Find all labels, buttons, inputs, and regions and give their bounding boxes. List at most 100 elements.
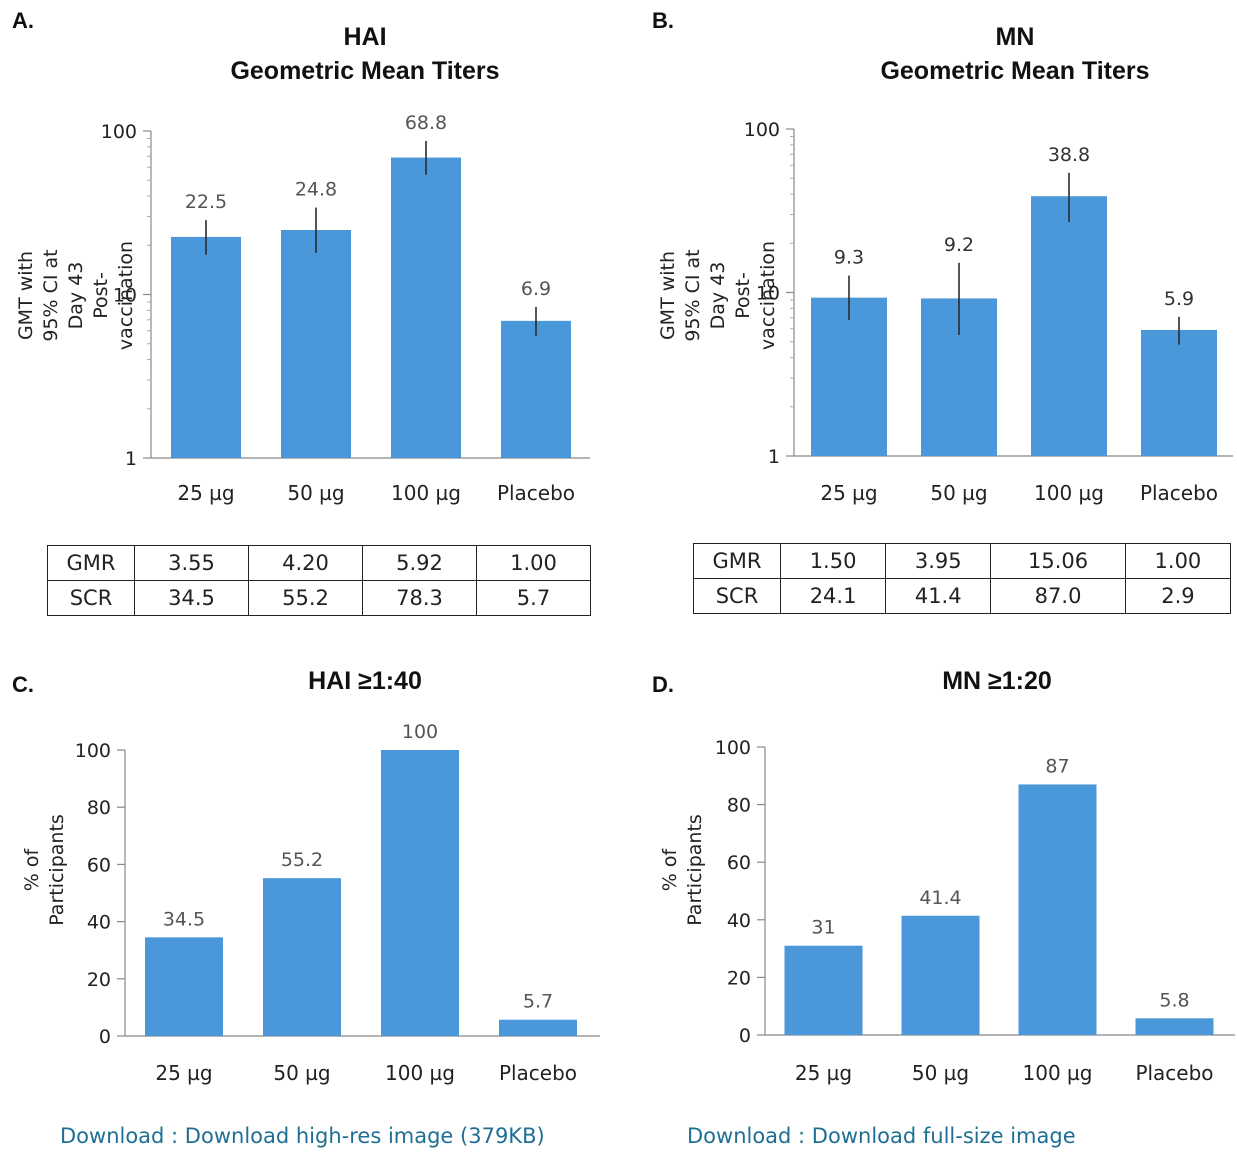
- x-tick-label: 50 µg: [273, 1061, 330, 1085]
- data-label: 9.2: [944, 234, 974, 256]
- panel-b-title: MN Geometric Mean Titers: [800, 20, 1230, 88]
- table-cell: 41.4: [885, 578, 992, 614]
- data-label: 5.9: [1164, 288, 1194, 310]
- table-cell: 5.7: [476, 580, 591, 616]
- bar: [1031, 196, 1107, 456]
- panel-b-stats-table: GMR 1.50 3.95 15.06 1.00 SCR 24.1 41.4 87.0 2.9: [693, 543, 1232, 614]
- download-full-size-link[interactable]: Download : Download full-size image: [687, 1124, 1076, 1148]
- data-label: 5.7: [523, 991, 553, 1013]
- panel-d-letter: D.: [652, 672, 674, 697]
- data-label: 41.4: [919, 887, 961, 909]
- data-label: 24.8: [295, 179, 337, 201]
- download-high-res-link[interactable]: Download : Download high-res image (379K…: [60, 1124, 545, 1148]
- x-tick-label: 100 µg: [391, 481, 461, 505]
- table-row: GMR 1.50 3.95 15.06 1.00: [693, 543, 1232, 579]
- data-label: 22.5: [185, 191, 227, 213]
- y-tick-label: 100: [744, 119, 780, 141]
- panel-b-title-line1: MN: [995, 23, 1035, 51]
- table-row-header: SCR: [47, 580, 135, 616]
- panel-a-stats-table: GMR 3.55 4.20 5.92 1.00 SCR 34.5 55.2 78.3 5.7: [47, 545, 591, 616]
- y-tick-label: 60: [727, 852, 751, 874]
- table-cell: 3.55: [134, 545, 249, 581]
- panel-b-title-line2: Geometric Mean Titers: [880, 57, 1150, 85]
- bar: [145, 937, 223, 1036]
- bar: [1135, 1018, 1214, 1035]
- y-tick-label: 100: [715, 737, 751, 759]
- y-tick-label: 100: [75, 740, 111, 762]
- y-tick-label: 80: [727, 795, 751, 817]
- bar: [901, 915, 980, 1035]
- bar: [1141, 329, 1217, 456]
- x-tick-label: Placebo: [1140, 481, 1218, 505]
- bar: [1018, 784, 1097, 1035]
- panel-c-title: HAI ≥1:40: [308, 667, 422, 695]
- data-label: 34.5: [163, 908, 205, 930]
- panel-a-title-line2: Geometric Mean Titers: [230, 57, 500, 85]
- y-tick-label: 20: [87, 969, 111, 991]
- y-tick-label: 10: [756, 283, 780, 305]
- panel-a-title: HAI Geometric Mean Titers: [150, 20, 580, 88]
- table-cell: 5.92: [362, 545, 477, 581]
- bar: [171, 236, 241, 458]
- y-tick-label: 100: [101, 121, 137, 143]
- data-label: 100: [402, 721, 438, 743]
- x-tick-label: 100 µg: [1023, 1061, 1093, 1085]
- y-tick-label: 1: [768, 446, 780, 468]
- bar: [381, 750, 459, 1036]
- data-label: 6.9: [521, 278, 551, 300]
- data-label: 31: [811, 917, 835, 939]
- data-label: 55.2: [281, 849, 323, 871]
- table-cell: 87.0: [990, 578, 1126, 614]
- table-cell: 3.95: [885, 543, 992, 579]
- x-tick-label: Placebo: [1135, 1061, 1213, 1085]
- data-label: 68.8: [405, 112, 447, 134]
- bar: [811, 297, 887, 456]
- panel-a-letter: A.: [12, 8, 34, 33]
- y-tick-label: 0: [739, 1025, 751, 1047]
- x-tick-label: 50 µg: [930, 481, 987, 505]
- y-tick-label: 40: [727, 910, 751, 932]
- y-tick-label: 40: [87, 912, 111, 934]
- table-cell: 2.9: [1124, 578, 1232, 614]
- y-tick-label: 60: [87, 854, 111, 876]
- x-tick-label: 25 µg: [177, 481, 234, 505]
- x-tick-label: Placebo: [499, 1061, 577, 1085]
- data-label: 5.8: [1159, 989, 1189, 1011]
- table-row-header: GMR: [47, 545, 135, 581]
- x-tick-label: Placebo: [497, 481, 575, 505]
- y-tick-label: 80: [87, 797, 111, 819]
- x-tick-label: 100 µg: [1034, 481, 1104, 505]
- panel-b-letter: B.: [652, 8, 674, 33]
- table-cell: 78.3: [362, 580, 477, 616]
- table-row-header: SCR: [693, 578, 781, 614]
- table-cell: 34.5: [134, 580, 249, 616]
- panel-d-title: MN ≥1:20: [942, 667, 1052, 695]
- bar: [391, 157, 461, 458]
- table-cell: 24.1: [779, 578, 887, 614]
- y-tick-label: 10: [113, 285, 137, 307]
- data-label: 9.3: [834, 247, 864, 269]
- panel-c-letter: C.: [12, 672, 34, 697]
- table-row-header: GMR: [693, 543, 781, 579]
- y-tick-label: 1: [125, 448, 137, 470]
- bar: [784, 945, 863, 1035]
- table-cell: 1.00: [1124, 543, 1232, 579]
- table-cell: 1.50: [779, 543, 887, 579]
- x-tick-label: 50 µg: [912, 1061, 969, 1085]
- y-tick-label: 0: [99, 1026, 111, 1048]
- x-tick-label: 100 µg: [385, 1061, 455, 1085]
- panel-a-title-line1: HAI: [343, 23, 387, 51]
- x-tick-label: 25 µg: [155, 1061, 212, 1085]
- table-row: GMR 3.55 4.20 5.92 1.00: [47, 545, 591, 581]
- table-row: SCR 34.5 55.2 78.3 5.7: [47, 580, 591, 616]
- x-tick-label: 50 µg: [287, 481, 344, 505]
- bar: [263, 878, 341, 1036]
- bar: [501, 320, 571, 458]
- table-cell: 55.2: [248, 580, 363, 616]
- x-tick-label: 25 µg: [820, 481, 877, 505]
- table-cell: 1.00: [476, 545, 591, 581]
- y-tick-label: 20: [727, 967, 751, 989]
